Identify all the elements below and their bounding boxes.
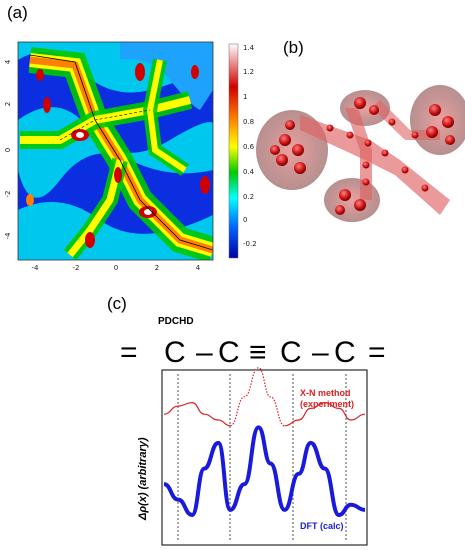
legend-experiment-line1: X-N method [300,388,351,398]
chain-symbol: = [368,336,386,369]
contour-map [18,42,213,260]
colorbar-tick: 0.2 [243,193,254,201]
colorbar-tick: 0 [243,216,247,224]
map-frame [17,41,214,261]
colorbar-tick: 0.8 [243,118,254,126]
y-tick: -2 [4,191,12,198]
series-line-dft [163,425,366,518]
chain-symbol: = [120,336,138,369]
colorbar [228,43,239,259]
series-line-experiment-dotted [230,367,285,427]
panel-a-label: (a) [7,3,28,22]
panel-b-label: (b) [283,38,304,57]
x-tick: -4 [32,264,40,272]
chain-symbol: – [196,336,213,369]
colorbar-tick: 1.4 [243,44,255,52]
map-y-ticks: 4 2 0 -2 -4 [4,59,12,239]
colorbar-tick: 1.2 [243,68,254,76]
molecular-render [255,85,465,223]
y-tick: 0 [4,148,12,152]
x-tick: -2 [73,264,80,272]
chain-symbol: ≡ [249,336,267,369]
x-tick: 4 [196,264,201,272]
colorbar-tick: 0.6 [243,143,255,151]
chain-symbol: – [312,336,329,369]
map-x-ticks: -4 -2 0 2 4 [32,264,201,272]
colorbar-tick: -0.2 [243,240,257,248]
chain-symbol: C [280,336,302,369]
chain-symbol: C [164,336,186,369]
legend-experiment-line2: (experiment) [300,399,354,409]
x-tick: 2 [155,264,159,272]
y-tick: -4 [4,232,12,240]
series-line-experiment [163,401,366,427]
y-axis-label: Δρ(x) (arbitrary) [137,437,149,521]
molecule-name: PDCHD [158,316,194,327]
y-tick: 2 [4,102,12,106]
y-tick: 4 [4,59,12,64]
atom-position-guides [177,374,347,542]
x-tick: 0 [114,264,118,272]
panel-c-label: (c) [107,294,127,313]
chain-symbol: C [218,336,240,369]
legend-dft: DFT (calc) [300,521,344,531]
colorbar-tick: 0.4 [243,168,255,176]
colorbar-tick: 1 [243,93,247,101]
chain-formula: = C – C ≡ C – C = [120,336,386,369]
plot-frame [161,369,368,546]
chain-symbol: C [334,336,356,369]
colorbar-ticks: 1.4 1.2 1 0.8 0.6 0.4 0.2 0 -0.2 [243,44,257,248]
